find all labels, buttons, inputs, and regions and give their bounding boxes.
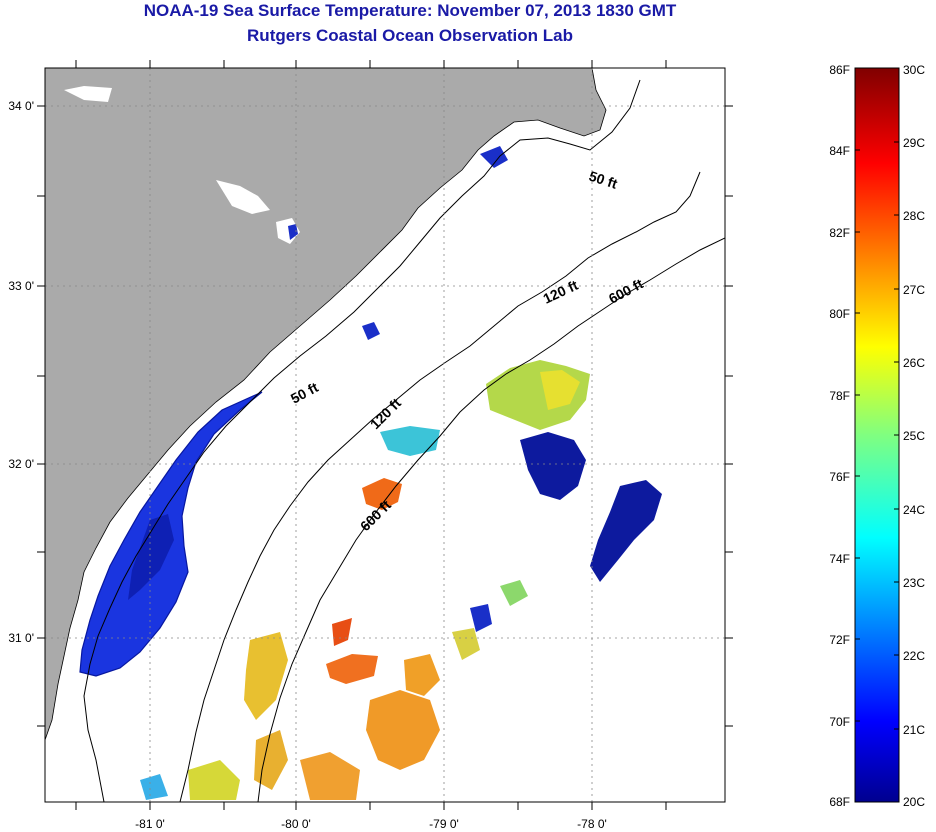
lat-tick-label: 34 0'	[8, 99, 34, 113]
lon-tick-label: -78 0'	[577, 817, 607, 831]
colorbar-c-label: 20C	[903, 795, 925, 809]
colorbar	[854, 67, 900, 803]
colorbar-c-label: 29C	[903, 136, 925, 150]
map-title: NOAA-19 Sea Surface Temperature: Novembe…	[143, 1, 677, 20]
colorbar-f-label: 86F	[829, 63, 850, 77]
colorbar-c-label: 22C	[903, 649, 925, 663]
contour-600ft	[257, 237, 725, 802]
colorbar-f-label: 76F	[829, 470, 850, 484]
lon-tick-label: -81 0'	[135, 817, 165, 831]
colorbar-c-label: 30C	[903, 63, 925, 77]
lon-tick-label: -79 0'	[429, 817, 459, 831]
colorbar-f-label: 70F	[829, 715, 850, 729]
colorbar-c-labels: 30C 29C 28C 27C 26C 25C 24C 23C 22C 21C …	[903, 63, 925, 809]
colorbar-c-label: 24C	[903, 503, 925, 517]
map-frame	[44, 67, 726, 803]
colorbar-c-label: 28C	[903, 209, 925, 223]
colorbar-f-label: 72F	[829, 633, 850, 647]
colorbar-c-label: 26C	[903, 356, 925, 370]
map-subtitle: Rutgers Coastal Ocean Observation Lab	[247, 26, 573, 45]
contour-120ft	[179, 171, 701, 802]
graticule	[45, 68, 725, 802]
colorbar-f-labels: 86F 84F 82F 80F 78F 76F 74F 72F 70F 68F	[829, 63, 850, 809]
land-area	[45, 68, 607, 741]
colorbar-f-label: 82F	[829, 226, 850, 240]
lon-tick-label: -80 0'	[281, 817, 311, 831]
colorbar-c-label: 23C	[903, 576, 925, 590]
colorbar-f-label: 68F	[829, 795, 850, 809]
colorbar-ticks	[855, 141, 899, 730]
colorbar-c-label: 25C	[903, 429, 925, 443]
colorbar-f-label: 84F	[829, 144, 850, 158]
lat-tick-label: 31 0'	[8, 631, 34, 645]
sst-patch-cold	[590, 480, 662, 582]
inland-water	[216, 180, 270, 214]
axis-ticks	[37, 60, 733, 810]
lat-tick-label: 32 0'	[8, 457, 34, 471]
sst-patch	[288, 224, 298, 240]
colorbar-c-label: 21C	[903, 723, 925, 737]
colorbar-c-label: 27C	[903, 283, 925, 297]
inland-water	[64, 86, 112, 102]
colorbar-f-label: 78F	[829, 389, 850, 403]
colorbar-f-label: 80F	[829, 307, 850, 321]
sst-patch-cold	[520, 432, 586, 500]
contour-50ft	[83, 79, 641, 802]
colorbar-f-label: 74F	[829, 552, 850, 566]
sst-patch-warm	[362, 478, 402, 510]
lat-tick-label: 33 0'	[8, 279, 34, 293]
